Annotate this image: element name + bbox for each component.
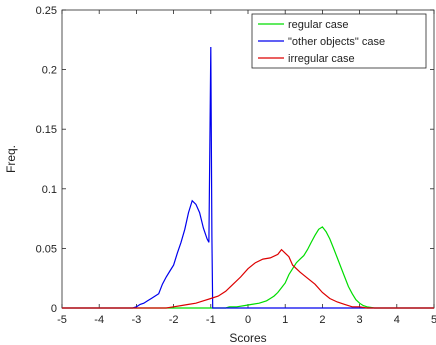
y-axis-label: Freq.: [4, 145, 18, 173]
x-tick-label: 4: [394, 314, 400, 326]
legend-label: irregular case: [288, 53, 355, 65]
x-tick-label: 0: [245, 314, 251, 326]
x-axis-label: Scores: [229, 331, 266, 345]
x-tick-label: -3: [132, 314, 142, 326]
series-line-2: [62, 46, 434, 309]
y-tick-label: 0: [51, 303, 57, 315]
x-tick-label: 5: [431, 314, 436, 326]
y-tick-label: 0.15: [36, 124, 57, 136]
y-tick-label: 0.1: [42, 184, 57, 196]
x-tick-label: -2: [169, 314, 179, 326]
legend: regular case "other objects" case irregula…: [251, 13, 427, 69]
x-tick-label: -1: [206, 314, 216, 326]
series-line-3: [62, 248, 434, 309]
x-tick-label: -5: [57, 314, 67, 326]
x-tick-label: -4: [94, 314, 104, 326]
legend-label: regular case: [288, 19, 349, 31]
series-line-1: [62, 226, 434, 309]
x-tick-label: 3: [357, 314, 363, 326]
y-tick-label: 0.2: [42, 65, 57, 77]
x-tick-label: 1: [282, 314, 288, 326]
y-tick-label: 0.25: [36, 5, 57, 17]
y-tick-label: 0.05: [36, 243, 57, 255]
legend-label: "other objects" case: [288, 36, 385, 48]
x-tick-label: 2: [319, 314, 325, 326]
